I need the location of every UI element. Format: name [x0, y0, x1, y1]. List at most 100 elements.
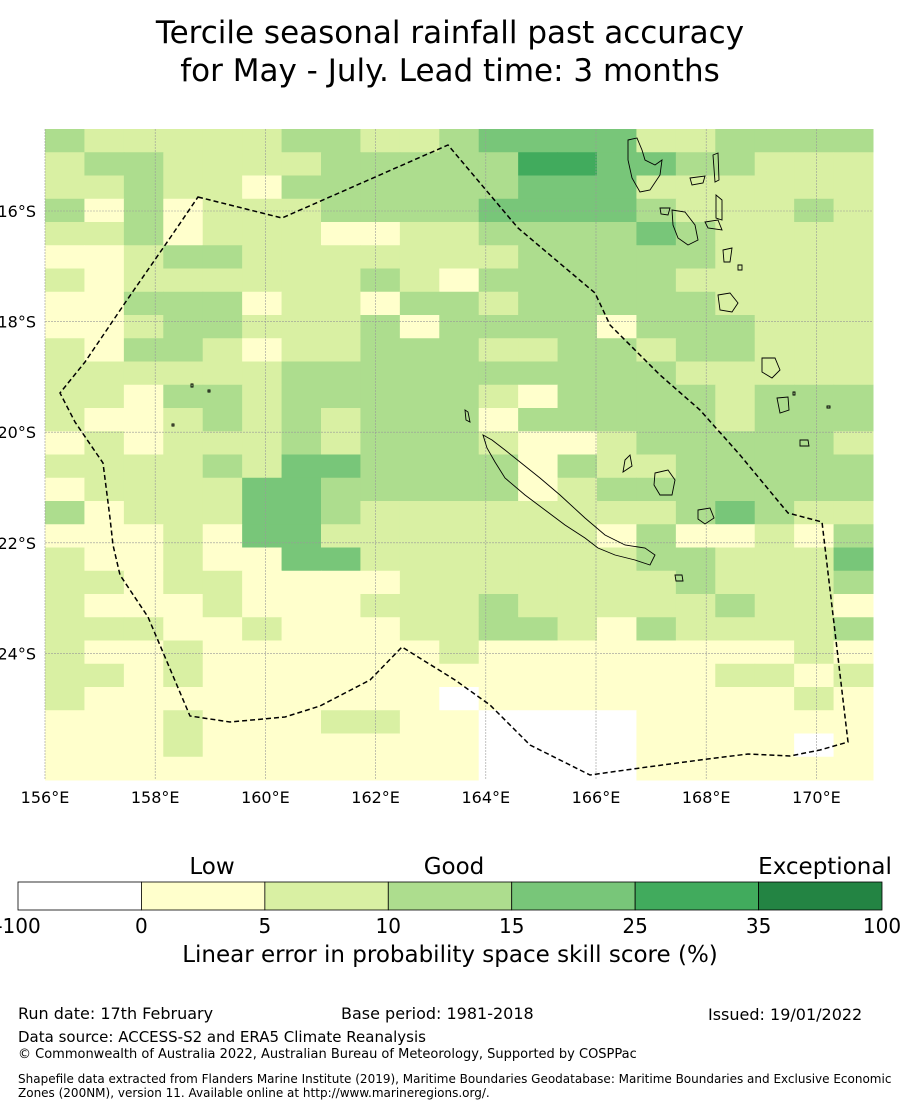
- grid-cell: [202, 268, 243, 293]
- grid-cell: [45, 198, 85, 223]
- colorbar-label-exceptional: Exceptional: [758, 854, 892, 880]
- grid-cell: [321, 617, 361, 641]
- grid-cell: [597, 477, 637, 502]
- grid-cell: [636, 524, 677, 548]
- chart-title: Tercile seasonal rainfall past accuracy …: [0, 14, 900, 90]
- grid-cell: [833, 361, 874, 386]
- colorbar-box: [264, 881, 389, 911]
- grid-cell: [281, 687, 322, 711]
- grid-cell: [360, 152, 401, 176]
- grid-cell: [597, 222, 637, 246]
- colorbar-tick-labels: -100 0 5 10 15 25 35 100: [0, 914, 900, 938]
- grid-cell: [163, 733, 204, 758]
- grid-cell: [202, 315, 243, 339]
- grid-cell: [754, 501, 795, 525]
- grid-cell: [557, 547, 598, 572]
- grid-cell: [715, 756, 756, 781]
- grid-cell: [636, 222, 677, 246]
- grid-cell: [754, 547, 795, 572]
- grid-cell: [478, 687, 519, 711]
- grid-cell: [518, 733, 559, 758]
- grid-cell: [45, 431, 85, 455]
- grid-cell: [360, 315, 401, 339]
- grid-cell: [715, 617, 756, 641]
- grid-cell: [715, 129, 756, 153]
- grid-cell: [321, 291, 361, 316]
- grid-cell: [321, 152, 361, 176]
- grid-cell: [163, 454, 204, 479]
- grid-cell: [636, 547, 677, 572]
- colorbar-title: Linear error in probability space skill …: [182, 942, 718, 968]
- grid-cell: [45, 524, 85, 548]
- grid-cell: [597, 710, 637, 734]
- grid-cell: [675, 408, 716, 432]
- grid-cell: [360, 384, 401, 409]
- latitude-tick-label: 16°S: [0, 202, 36, 221]
- grid-cell: [557, 361, 598, 386]
- grid-cell: [636, 710, 677, 734]
- grid-cell: [163, 175, 204, 200]
- grid-cell: [675, 710, 716, 734]
- grid-cell: [715, 687, 756, 711]
- grid-cell: [557, 710, 598, 734]
- colorbar: -100 0 5 10 15 25 35 100: [0, 881, 900, 938]
- grid-cell: [636, 687, 677, 711]
- grid-cell: [675, 431, 716, 455]
- grid-cell: [360, 710, 401, 734]
- latitude-tick-label: 20°S: [0, 423, 36, 442]
- grid-cell: [439, 663, 480, 688]
- grid-cell: [675, 384, 716, 409]
- grid-cell: [833, 268, 874, 293]
- grid-cell: [45, 501, 85, 525]
- grid-cell: [715, 198, 756, 223]
- grid-cell: [754, 617, 795, 641]
- grid-cell: [518, 710, 559, 734]
- grid-cell: [794, 547, 835, 572]
- grid-cell: [321, 198, 361, 223]
- grid-cell: [675, 361, 716, 386]
- grid-cell: [754, 594, 795, 618]
- grid-cell: [794, 129, 835, 153]
- grid-cell: [45, 175, 85, 200]
- grid-cell: [84, 361, 125, 386]
- grid-cell: [557, 617, 598, 641]
- grid-cell: [715, 384, 756, 409]
- grid-cell: [478, 152, 519, 176]
- grid-cell: [281, 222, 322, 246]
- skill-grid-cells: [45, 129, 874, 781]
- grid-cell: [123, 315, 164, 339]
- grid-cell: [715, 245, 756, 269]
- grid-cell: [123, 384, 164, 409]
- skill-score-map: 156°E 158°E 160°E 162°E 164°E 166°E 168°E 170°E…: [0, 129, 874, 807]
- grid-cell: [715, 570, 756, 595]
- grid-cell: [321, 733, 361, 758]
- grid-cell: [675, 547, 716, 572]
- grid-cell: [597, 338, 637, 362]
- grid-cell: [321, 245, 361, 269]
- latitude-tick-label: 22°S: [0, 534, 36, 553]
- grid-cell: [360, 454, 401, 479]
- grid-cell: [163, 710, 204, 734]
- grid-cell: [794, 501, 835, 525]
- grid-cell: [675, 245, 716, 269]
- grid-cell: [123, 175, 164, 200]
- grid-cell: [439, 733, 480, 758]
- colorbar-tick-label: 10: [376, 914, 401, 938]
- grid-cell: [163, 384, 204, 409]
- grid-cell: [439, 570, 480, 595]
- grid-cell: [321, 710, 361, 734]
- colorbar-tick-label: 15: [499, 914, 524, 938]
- grid-cell: [242, 129, 283, 153]
- grid-cell: [715, 222, 756, 246]
- grid-cell: [281, 129, 322, 153]
- grid-cell: [242, 663, 283, 688]
- grid-cell: [597, 198, 637, 223]
- grid-cell: [202, 454, 243, 479]
- grid-cell: [360, 245, 401, 269]
- grid-cell: [478, 338, 519, 362]
- grid-cell: [45, 687, 85, 711]
- copyright: © Commonwealth of Australia 2022, Austra…: [18, 1047, 637, 1062]
- grid-cell: [794, 454, 835, 479]
- grid-cell: [754, 756, 795, 781]
- grid-cell: [794, 408, 835, 432]
